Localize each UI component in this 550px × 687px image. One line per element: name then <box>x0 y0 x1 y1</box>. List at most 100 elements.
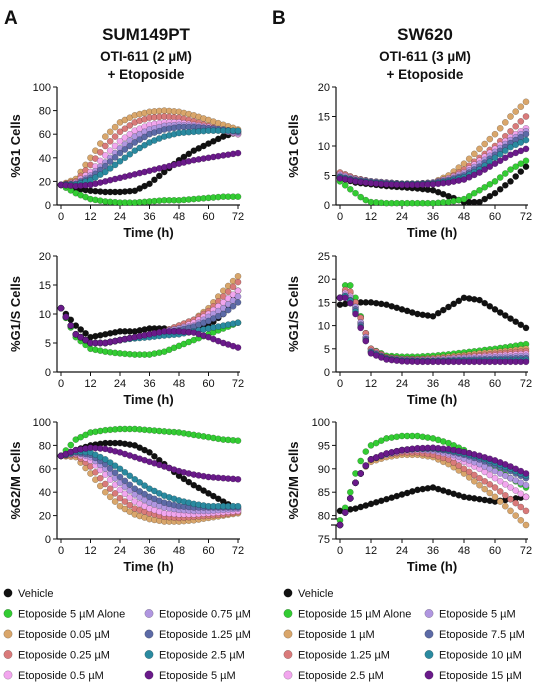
x-tick-label: 72 <box>520 545 532 557</box>
legend-label: Etoposide 15 µM Alone <box>298 609 411 621</box>
data-point <box>501 154 509 162</box>
data-point <box>522 358 530 366</box>
series-7 <box>57 447 242 510</box>
data-point <box>67 441 75 449</box>
data-point <box>116 473 124 481</box>
y-tick-label: 95 <box>318 440 330 452</box>
data-point <box>522 145 530 153</box>
x-tick-label: 72 <box>232 545 244 557</box>
x-tick-label: 72 <box>232 378 244 390</box>
data-point <box>476 145 483 153</box>
data-point <box>481 485 489 493</box>
x-axis-label: Time (h) <box>123 225 173 240</box>
x-tick-label: 12 <box>84 378 96 390</box>
data-point <box>481 299 489 307</box>
legend-marker <box>283 650 293 659</box>
data-point <box>507 463 514 470</box>
data-point <box>200 487 207 494</box>
data-point <box>151 452 158 460</box>
data-point <box>111 161 119 169</box>
y-tick-label: 5 <box>324 171 330 183</box>
y-tick-label: 40 <box>39 487 51 499</box>
data-point <box>522 324 530 332</box>
data-point <box>210 492 217 500</box>
panel-letter-b: B <box>272 8 286 29</box>
data-point <box>111 469 119 477</box>
data-point <box>126 508 134 516</box>
treatment-subtitle-b-line2: + Etoposide <box>387 67 464 82</box>
y-tick-label: 5 <box>324 344 330 356</box>
legend-label: Etoposide 5 µM Alone <box>18 609 125 621</box>
data-point <box>450 300 458 308</box>
data-point <box>185 150 193 158</box>
x-tick-label: 36 <box>143 378 155 390</box>
series-0 <box>336 294 530 332</box>
x-axis-label: Time (h) <box>407 392 457 407</box>
y-tick-label: 60 <box>39 129 51 141</box>
y-tick-label: 20 <box>39 511 51 523</box>
data-point <box>116 149 124 157</box>
data-point <box>234 299 242 306</box>
data-point <box>336 521 344 529</box>
data-point <box>234 278 242 286</box>
data-point <box>101 488 109 496</box>
data-point <box>507 474 514 482</box>
legend-a: Vehicle Etoposide 5 µM Alone Etoposide 0.0… <box>3 588 251 682</box>
data-point <box>486 302 494 310</box>
x-tick-label: 12 <box>365 211 377 223</box>
data-point <box>507 495 514 503</box>
legend-label: Vehicle <box>298 588 333 600</box>
data-point <box>346 282 354 289</box>
y-tick-label: 15 <box>39 280 51 292</box>
data-point <box>486 135 494 143</box>
legend-marker <box>424 670 434 680</box>
y-axis-label: %G1 Cells <box>8 114 23 178</box>
x-tick-label: 72 <box>232 211 244 223</box>
legend-label: Vehicle <box>18 588 53 600</box>
data-point <box>121 468 129 476</box>
data-point <box>481 477 489 485</box>
y-tick-label: 20 <box>318 82 330 94</box>
data-point <box>476 481 483 489</box>
data-point <box>486 489 494 497</box>
data-point <box>136 144 144 152</box>
data-point <box>352 310 359 318</box>
data-point <box>517 503 525 511</box>
data-point <box>82 336 89 344</box>
data-point <box>136 136 144 144</box>
x-tick-label: 48 <box>173 545 185 557</box>
x-axis-label: Time (h) <box>123 559 173 574</box>
data-point <box>111 123 119 131</box>
x-tick-label: 24 <box>114 545 126 557</box>
data-point <box>111 133 119 140</box>
legend-marker <box>144 670 154 680</box>
data-point <box>470 189 478 197</box>
legend-marker <box>424 629 434 639</box>
x-tick-label: 48 <box>458 545 470 557</box>
legend-label: Etoposide 0.05 µM <box>18 629 110 641</box>
data-point <box>195 484 203 492</box>
x-tick-label: 48 <box>458 378 470 390</box>
data-point <box>146 180 153 188</box>
x-tick-label: 60 <box>202 545 214 557</box>
x-tick-label: 0 <box>337 378 343 390</box>
x-tick-label: 0 <box>337 545 343 557</box>
y-tick-label: 5 <box>45 338 51 350</box>
data-point <box>517 139 525 146</box>
data-point <box>507 113 514 120</box>
legend-marker <box>3 588 13 598</box>
x-tick-label: 60 <box>202 378 214 390</box>
panel-letter-a: A <box>4 8 18 29</box>
data-point <box>496 174 504 181</box>
data-point <box>101 480 109 488</box>
data-point <box>126 501 134 509</box>
data-point <box>501 119 509 126</box>
data-point <box>151 176 158 184</box>
data-point <box>121 125 129 133</box>
data-point <box>522 136 530 144</box>
data-point <box>517 168 525 175</box>
series-3 <box>336 286 530 363</box>
data-point <box>131 485 139 493</box>
y-tick-label: 10 <box>318 321 330 333</box>
data-point <box>465 155 473 163</box>
